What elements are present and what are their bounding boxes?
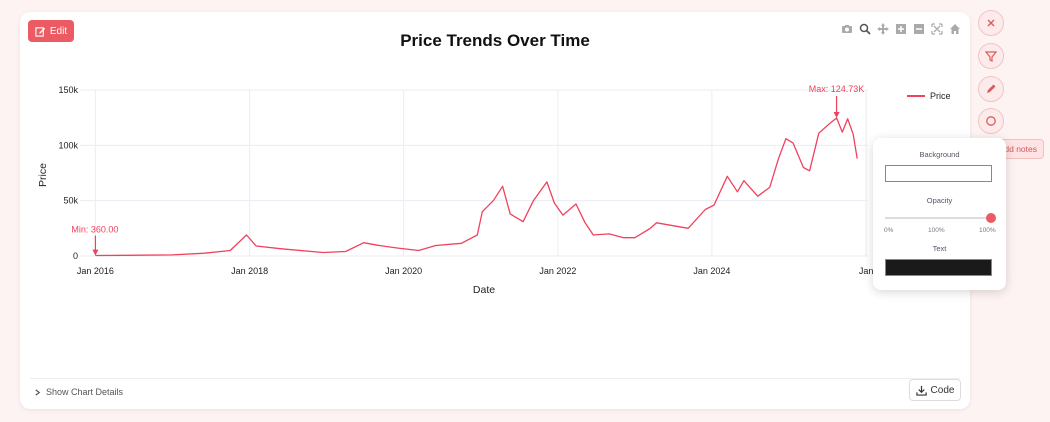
min-annotation-arrowhead bbox=[92, 249, 99, 256]
details-label: Show Chart Details bbox=[46, 387, 124, 397]
x-axis-label: Date bbox=[473, 284, 495, 296]
close-button[interactable] bbox=[978, 10, 1004, 36]
close-icon bbox=[987, 19, 995, 27]
home-icon[interactable] bbox=[948, 22, 961, 35]
y-tick-label: 100k bbox=[58, 140, 78, 150]
y-tick-label: 150k bbox=[58, 85, 78, 95]
circle-icon bbox=[986, 116, 996, 126]
code-button[interactable]: Code bbox=[909, 379, 961, 401]
shape-button[interactable] bbox=[978, 108, 1004, 134]
style-popup: Background Opacity 0% 100% 100% Text bbox=[873, 138, 1006, 290]
x-tick-label: Jan 2022 bbox=[539, 266, 576, 276]
pencil-icon bbox=[987, 84, 996, 93]
background-color-input[interactable] bbox=[885, 165, 992, 182]
autoscale-icon[interactable] bbox=[930, 22, 943, 35]
opacity-slider-handle[interactable] bbox=[986, 213, 996, 223]
chart-card: Price Trends Over Time 0 50k 100k 150k Jan 20… bbox=[20, 12, 970, 409]
max-annotation-arrowhead bbox=[833, 111, 840, 118]
text-color-input[interactable] bbox=[885, 259, 992, 276]
edit-button[interactable]: Edit bbox=[28, 20, 74, 42]
x-tick-label: Jan 2020 bbox=[385, 266, 422, 276]
modebar bbox=[840, 22, 961, 35]
y-axis-label: Price bbox=[37, 163, 49, 187]
code-label: Code bbox=[930, 384, 955, 396]
opacity-label: Opacity bbox=[926, 196, 953, 205]
x-tick-label: Jan 2016 bbox=[77, 266, 114, 276]
price-series-line bbox=[95, 117, 858, 257]
text-color-label: Text bbox=[932, 244, 947, 253]
show-chart-details-toggle[interactable]: Show Chart Details bbox=[34, 387, 123, 397]
filter-button[interactable] bbox=[978, 43, 1004, 69]
download-icon bbox=[915, 385, 927, 396]
y-tick-label: 0 bbox=[73, 251, 78, 261]
pan-icon[interactable] bbox=[876, 22, 889, 35]
edit-label: Edit bbox=[49, 25, 68, 37]
draw-button[interactable] bbox=[978, 76, 1004, 102]
max-annotation-label: Max: 124.73K bbox=[809, 84, 865, 94]
camera-icon[interactable] bbox=[840, 22, 853, 35]
x-tick-label: Jan bbox=[859, 266, 874, 276]
edit-icon bbox=[35, 26, 45, 37]
line-chart: Price Trends Over Time 0 50k 100k 150k Jan 20… bbox=[37, 31, 951, 296]
y-tick-label: 50k bbox=[63, 196, 78, 206]
opacity-tick-max: 100% bbox=[979, 227, 996, 234]
zoom-out-icon[interactable] bbox=[912, 22, 925, 35]
opacity-tick-mid: 100% bbox=[928, 227, 945, 234]
zoom-in-icon[interactable] bbox=[894, 22, 907, 35]
x-tick-label: Jan 2018 bbox=[231, 266, 268, 276]
chevron-right-icon bbox=[35, 388, 41, 396]
zoom-icon[interactable] bbox=[858, 22, 871, 35]
x-tick-label: Jan 2024 bbox=[693, 266, 730, 276]
min-annotation-label: Min: 360.00 bbox=[71, 225, 118, 235]
background-label: Background bbox=[919, 150, 960, 159]
chart-title: Price Trends Over Time bbox=[400, 31, 590, 50]
footer-divider bbox=[30, 378, 960, 379]
opacity-tick-min: 0% bbox=[884, 227, 894, 234]
opacity-slider[interactable] bbox=[885, 217, 991, 219]
filter-icon bbox=[985, 51, 997, 62]
legend-label: Price bbox=[930, 91, 951, 101]
